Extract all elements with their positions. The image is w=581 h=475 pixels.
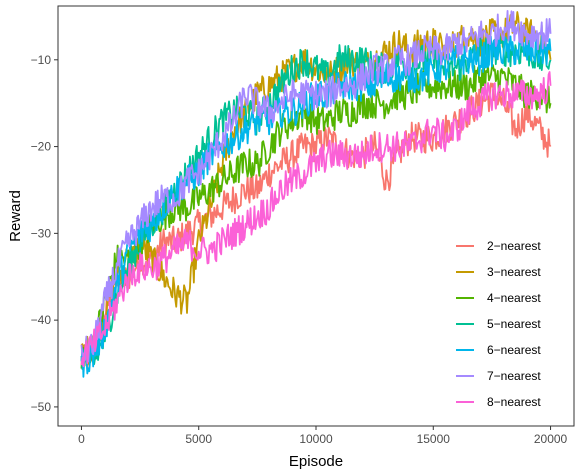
y-tick-label: −10: [31, 53, 52, 67]
legend-label: 2−nearest: [487, 239, 541, 253]
y-axis: −50 −40 −30 −20 −10: [31, 53, 58, 414]
y-tick-label: −40: [31, 313, 52, 327]
x-tick-label: 5000: [185, 432, 212, 446]
legend-label: 8−nearest: [487, 395, 541, 409]
x-tick-label: 0: [78, 432, 85, 446]
y-tick-label: −20: [31, 140, 52, 154]
y-tick-label: −50: [31, 400, 52, 414]
x-tick-label: 20000: [534, 432, 568, 446]
legend: 2−nearest 3−nearest 4−nearest 5−nearest 6−ne…: [456, 239, 541, 409]
x-tick-label: 10000: [299, 432, 333, 446]
series-line-4: [80, 64, 552, 369]
y-axis-title: Reward: [7, 190, 24, 242]
series-line-8: [80, 71, 552, 368]
legend-label: 3−nearest: [487, 265, 541, 279]
legend-label: 6−nearest: [487, 343, 541, 357]
x-axis-title: Episode: [289, 453, 343, 470]
x-axis: 0 5000 10000 15000 20000: [78, 426, 568, 446]
legend-label: 4−nearest: [487, 291, 541, 305]
legend-label: 7−nearest: [487, 369, 541, 383]
legend-label: 5−nearest: [487, 317, 541, 331]
x-tick-label: 15000: [417, 432, 451, 446]
y-tick-label: −30: [31, 226, 52, 240]
series-line-7: [80, 9, 552, 363]
series-layer: [80, 9, 552, 378]
